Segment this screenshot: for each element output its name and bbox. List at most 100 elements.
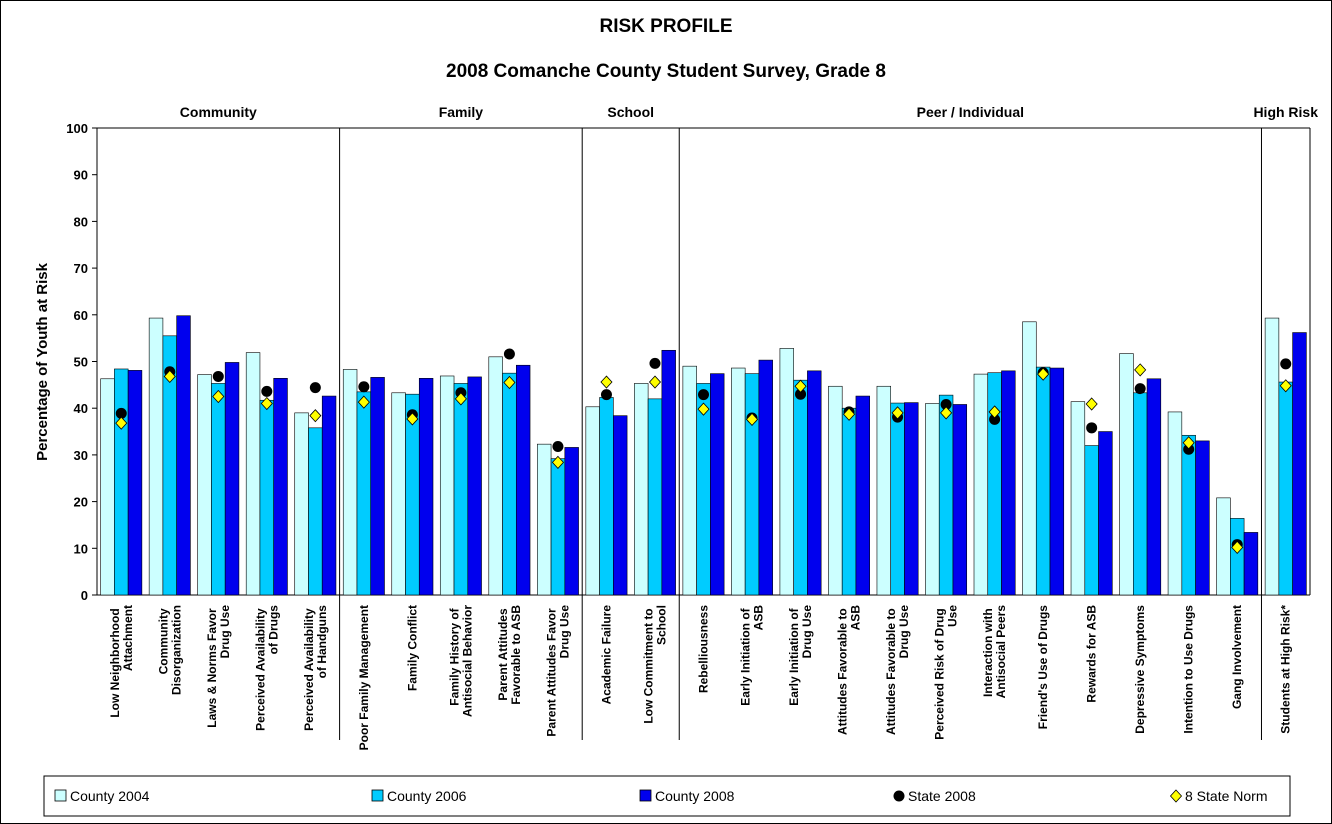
norm-marker <box>600 375 613 389</box>
y-tick-label: 60 <box>74 308 88 323</box>
norm-marker <box>454 392 467 406</box>
bar <box>758 359 773 596</box>
x-tick-label: Interaction with Antisocial Peers <box>981 605 1008 699</box>
norm-marker <box>406 412 419 426</box>
bar <box>1216 497 1231 596</box>
x-tick-label: Early Initiation of Drug Use <box>787 605 814 706</box>
bar <box>647 398 663 596</box>
bar <box>488 356 503 596</box>
x-tick-label: Academic Failure <box>599 605 613 705</box>
bar <box>1146 378 1162 596</box>
bar <box>938 394 954 596</box>
bar <box>855 395 870 596</box>
legend-label: State 2008 <box>908 788 976 804</box>
bar <box>308 427 323 596</box>
bar <box>1119 353 1134 596</box>
bar <box>114 368 129 596</box>
bar <box>731 367 746 596</box>
chart-subtitle: 2008 Comanche County Student Survey, Gra… <box>446 61 886 82</box>
x-tick-label: Laws & Norms Favor Drug Use <box>205 605 232 728</box>
bar <box>467 376 482 596</box>
y-tick-label: 80 <box>74 214 88 229</box>
bar <box>1022 321 1037 596</box>
bar <box>1001 370 1016 596</box>
norm-marker <box>357 395 370 409</box>
norm-marker <box>309 409 322 423</box>
bar <box>148 317 164 596</box>
y-tick-label: 100 <box>66 121 88 136</box>
bar <box>245 352 261 596</box>
bar <box>1181 434 1196 596</box>
norm-marker <box>1085 397 1098 411</box>
bar <box>904 402 919 596</box>
norm-marker <box>843 407 856 421</box>
bar <box>1264 317 1280 596</box>
state-marker <box>989 413 1001 425</box>
bar <box>1278 381 1293 596</box>
bar <box>100 378 115 596</box>
bar <box>537 443 552 596</box>
bar <box>807 370 822 596</box>
x-tick-label: Perceived Risk of Drug Use <box>933 605 960 740</box>
state-marker <box>358 381 370 393</box>
state-marker <box>503 348 515 360</box>
bar <box>710 373 725 596</box>
norm-marker <box>697 402 710 416</box>
bar <box>779 348 794 596</box>
x-tick-label: Attitudes Favorable to ASB <box>836 605 863 735</box>
bar <box>515 364 531 596</box>
bar <box>273 378 288 596</box>
state-marker <box>649 357 661 369</box>
x-tick-label: Intention to Use Drugs <box>1182 605 1196 734</box>
norm-marker <box>212 389 225 404</box>
x-tick-label: Gang Involvement <box>1230 605 1244 709</box>
y-axis-label: Percentage of Youth at Risk <box>34 262 51 460</box>
norm-marker <box>891 406 904 420</box>
chart-title: RISK PROFILE <box>599 16 732 37</box>
y-tick-label: 70 <box>74 261 88 276</box>
bar <box>828 385 843 596</box>
bar <box>682 365 697 596</box>
bar <box>1035 366 1051 596</box>
bar <box>356 391 372 596</box>
y-tick-label: 10 <box>74 541 88 556</box>
bar <box>599 397 614 596</box>
bar <box>176 315 191 596</box>
bar <box>564 447 579 596</box>
bar <box>321 395 337 596</box>
x-tick-label: Attitudes Favorable to Drug Use <box>884 605 911 735</box>
legend-label: County 2008 <box>655 788 735 804</box>
y-tick-label: 30 <box>74 448 88 463</box>
norm-marker <box>260 396 273 411</box>
section-label: School <box>607 104 654 120</box>
norm-marker <box>648 375 662 389</box>
state-marker <box>795 388 807 400</box>
norm-marker <box>1134 363 1147 377</box>
x-tick-label: Parent Attitudes Favor Drug Use <box>544 605 571 737</box>
bar <box>925 403 940 596</box>
bar <box>1084 445 1099 596</box>
state-marker <box>1280 358 1292 370</box>
bar <box>439 375 455 596</box>
norm-marker <box>745 412 759 426</box>
legend-label: County 2004 <box>70 788 150 804</box>
bar <box>634 383 649 596</box>
bar <box>211 383 226 596</box>
legend-swatch <box>639 789 652 802</box>
legend-swatch <box>1169 789 1183 803</box>
state-marker <box>261 385 273 397</box>
bar <box>793 379 808 596</box>
bar <box>890 402 905 596</box>
x-tick-label: Low Neighborhood Attachment <box>108 605 135 718</box>
x-tick-label: Students at High Risk* <box>1279 605 1293 734</box>
bar <box>1230 518 1245 596</box>
x-tick-label: Early Initiation of ASB <box>739 605 766 706</box>
bar <box>613 415 628 596</box>
legend-label: County 2006 <box>387 788 467 804</box>
bar <box>391 392 406 596</box>
x-tick-label: Community Disorganization <box>156 605 183 695</box>
state-marker <box>698 389 709 401</box>
bar <box>1292 332 1307 596</box>
x-tick-label: Low Commitment to School <box>641 605 668 724</box>
